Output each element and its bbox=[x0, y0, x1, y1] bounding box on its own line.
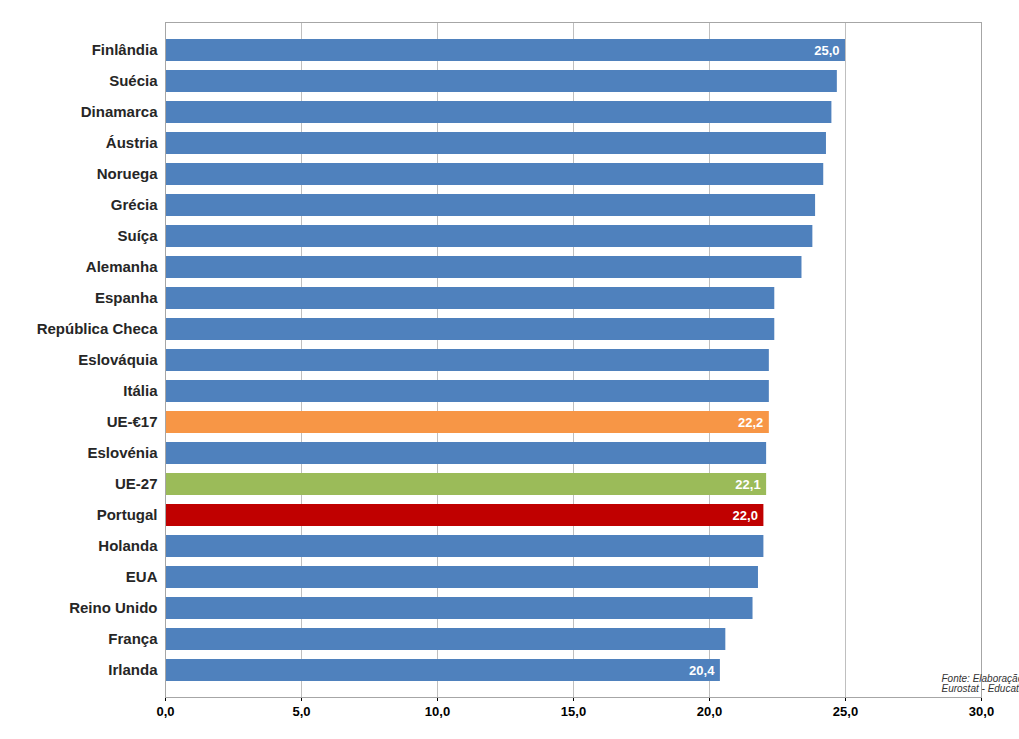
svg-text:15,0: 15,0 bbox=[561, 704, 586, 719]
svg-text:5,0: 5,0 bbox=[292, 704, 310, 719]
svg-text:0,0: 0,0 bbox=[156, 704, 174, 719]
svg-text:10,0: 10,0 bbox=[425, 704, 450, 719]
svg-text:Holanda: Holanda bbox=[98, 537, 158, 554]
svg-text:25,0: 25,0 bbox=[833, 704, 858, 719]
svg-text:Eslovénia: Eslovénia bbox=[87, 444, 158, 461]
svg-text:30,0: 30,0 bbox=[969, 704, 994, 719]
svg-text:22,2: 22,2 bbox=[738, 415, 763, 430]
svg-text:Eslováquia: Eslováquia bbox=[78, 351, 158, 368]
svg-text:Fonte: Elaboração própria, c/: Fonte: Elaboração própria, c/ base em:Eu… bbox=[942, 673, 1019, 694]
svg-text:França: França bbox=[108, 630, 158, 647]
svg-text:25,0: 25,0 bbox=[814, 43, 839, 58]
svg-text:Itália: Itália bbox=[123, 382, 158, 399]
svg-text:22,1: 22,1 bbox=[735, 477, 760, 492]
svg-text:EUA: EUA bbox=[126, 568, 158, 585]
svg-text:Suíça: Suíça bbox=[117, 227, 158, 244]
svg-text:República Checa: República Checa bbox=[37, 320, 159, 337]
svg-text:Portugal: Portugal bbox=[97, 506, 158, 523]
svg-text:UE-€17: UE-€17 bbox=[107, 413, 158, 430]
svg-text:Irlanda: Irlanda bbox=[108, 661, 158, 678]
svg-text:Finlândia: Finlândia bbox=[92, 41, 158, 58]
svg-text:Suécia: Suécia bbox=[109, 72, 158, 89]
svg-text:Grécia: Grécia bbox=[111, 196, 158, 213]
svg-text:UE-27: UE-27 bbox=[115, 475, 158, 492]
svg-text:Alemanha: Alemanha bbox=[86, 258, 158, 275]
svg-text:20,0: 20,0 bbox=[697, 704, 722, 719]
svg-text:Noruega: Noruega bbox=[97, 165, 159, 182]
svg-text:Dinamarca: Dinamarca bbox=[81, 103, 158, 120]
svg-text:22,0: 22,0 bbox=[733, 508, 758, 523]
svg-text:20,4: 20,4 bbox=[689, 663, 715, 678]
svg-text:Reino Unido: Reino Unido bbox=[69, 599, 157, 616]
svg-text:Áustria: Áustria bbox=[106, 134, 158, 151]
svg-text:Espanha: Espanha bbox=[95, 289, 158, 306]
